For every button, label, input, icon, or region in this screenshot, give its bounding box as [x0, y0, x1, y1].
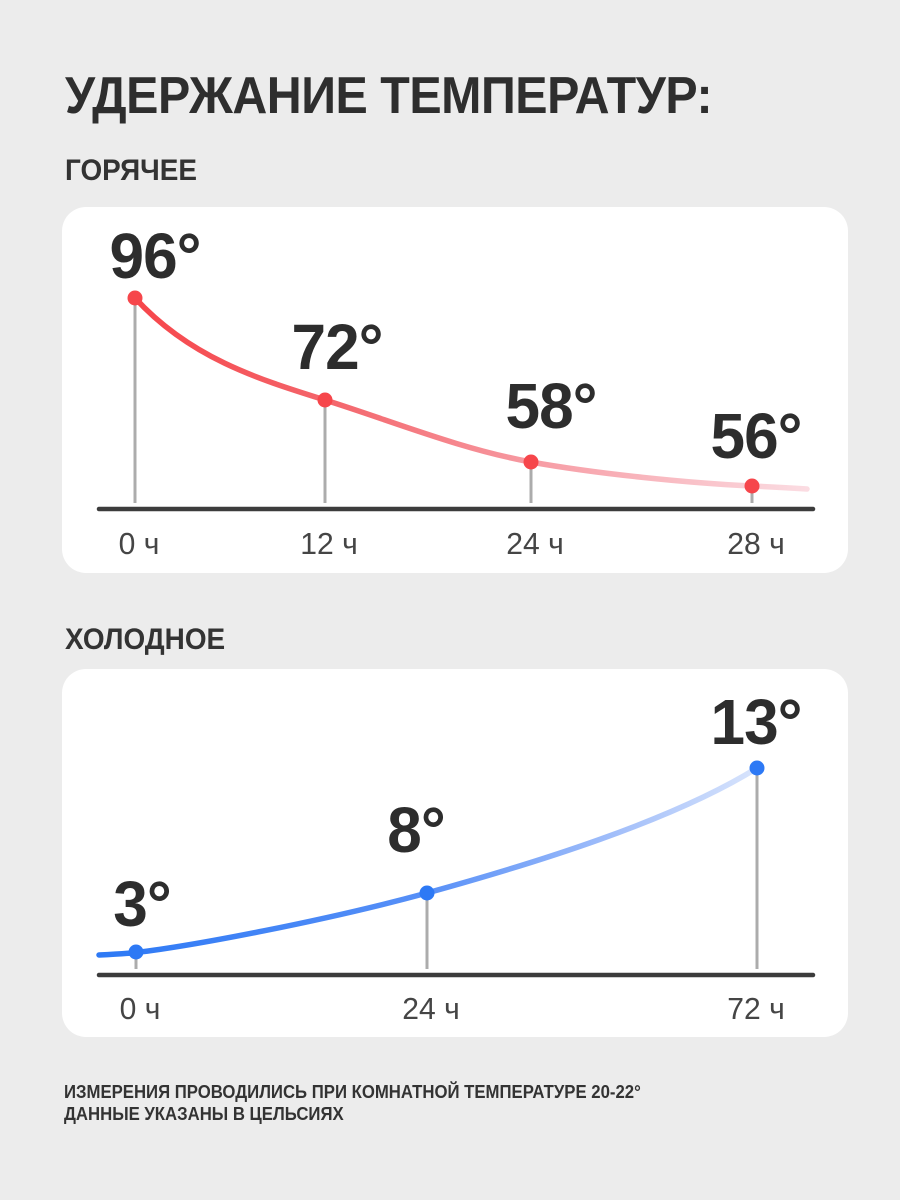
hot-tick-28h: 28 ч [727, 526, 785, 561]
hot-chart-canvas [96, 290, 816, 512]
cold-tick-72h: 72 ч [727, 991, 785, 1026]
hot-section-heading: ГОРЯЧЕЕ [65, 154, 197, 187]
hot-tick-12h: 12 ч [300, 526, 358, 561]
hot-value-label-24h: 58° [505, 370, 598, 442]
footnote-line-2: ДАННЫЕ УКАЗАНЫ В ЦЕЛЬСИЯХ [64, 1104, 344, 1125]
cold-value-label-24h: 8° [387, 794, 445, 866]
cold-chart-canvas [96, 760, 816, 978]
cold-point-0h [128, 944, 144, 960]
hot-chart-card: 96° 72° 58° 56° 0 ч 12 ч 24 ч 28 ч [62, 207, 848, 573]
hot-point-0h [127, 290, 143, 306]
cold-tick-0h: 0 ч [119, 991, 161, 1026]
cold-value-label-72h: 13° [710, 686, 803, 758]
cold-section-heading: ХОЛОДНОЕ [65, 623, 226, 656]
cold-tick-24h: 24 ч [402, 991, 460, 1026]
cold-point-72h [749, 760, 765, 776]
cold-chart-card: 3° 8° 13° 0 ч 24 ч 72 ч [62, 669, 848, 1037]
hot-curve [132, 295, 810, 492]
hot-point-12h [317, 392, 333, 408]
hot-value-label-28h: 56° [710, 400, 803, 472]
cold-point-24h [419, 885, 435, 901]
page-title: УДЕРЖАНИЕ ТЕМПЕРАТУР: [65, 67, 713, 125]
hot-tick-0h: 0 ч [118, 526, 160, 561]
footnote: ИЗМЕРЕНИЯ ПРОВОДИЛИСЬ ПРИ КОМНАТНОЙ ТЕМП… [64, 1081, 641, 1126]
footnote-line-1: ИЗМЕРЕНИЯ ПРОВОДИЛИСЬ ПРИ КОМНАТНОЙ ТЕМП… [64, 1082, 641, 1102]
hot-point-28h [744, 478, 760, 494]
hot-point-24h [523, 454, 539, 470]
hot-value-label-12h: 72° [291, 311, 384, 383]
cold-value-label-0h: 3° [113, 868, 171, 940]
hot-tick-24h: 24 ч [506, 526, 564, 561]
hot-value-label-0h: 96° [109, 220, 202, 292]
